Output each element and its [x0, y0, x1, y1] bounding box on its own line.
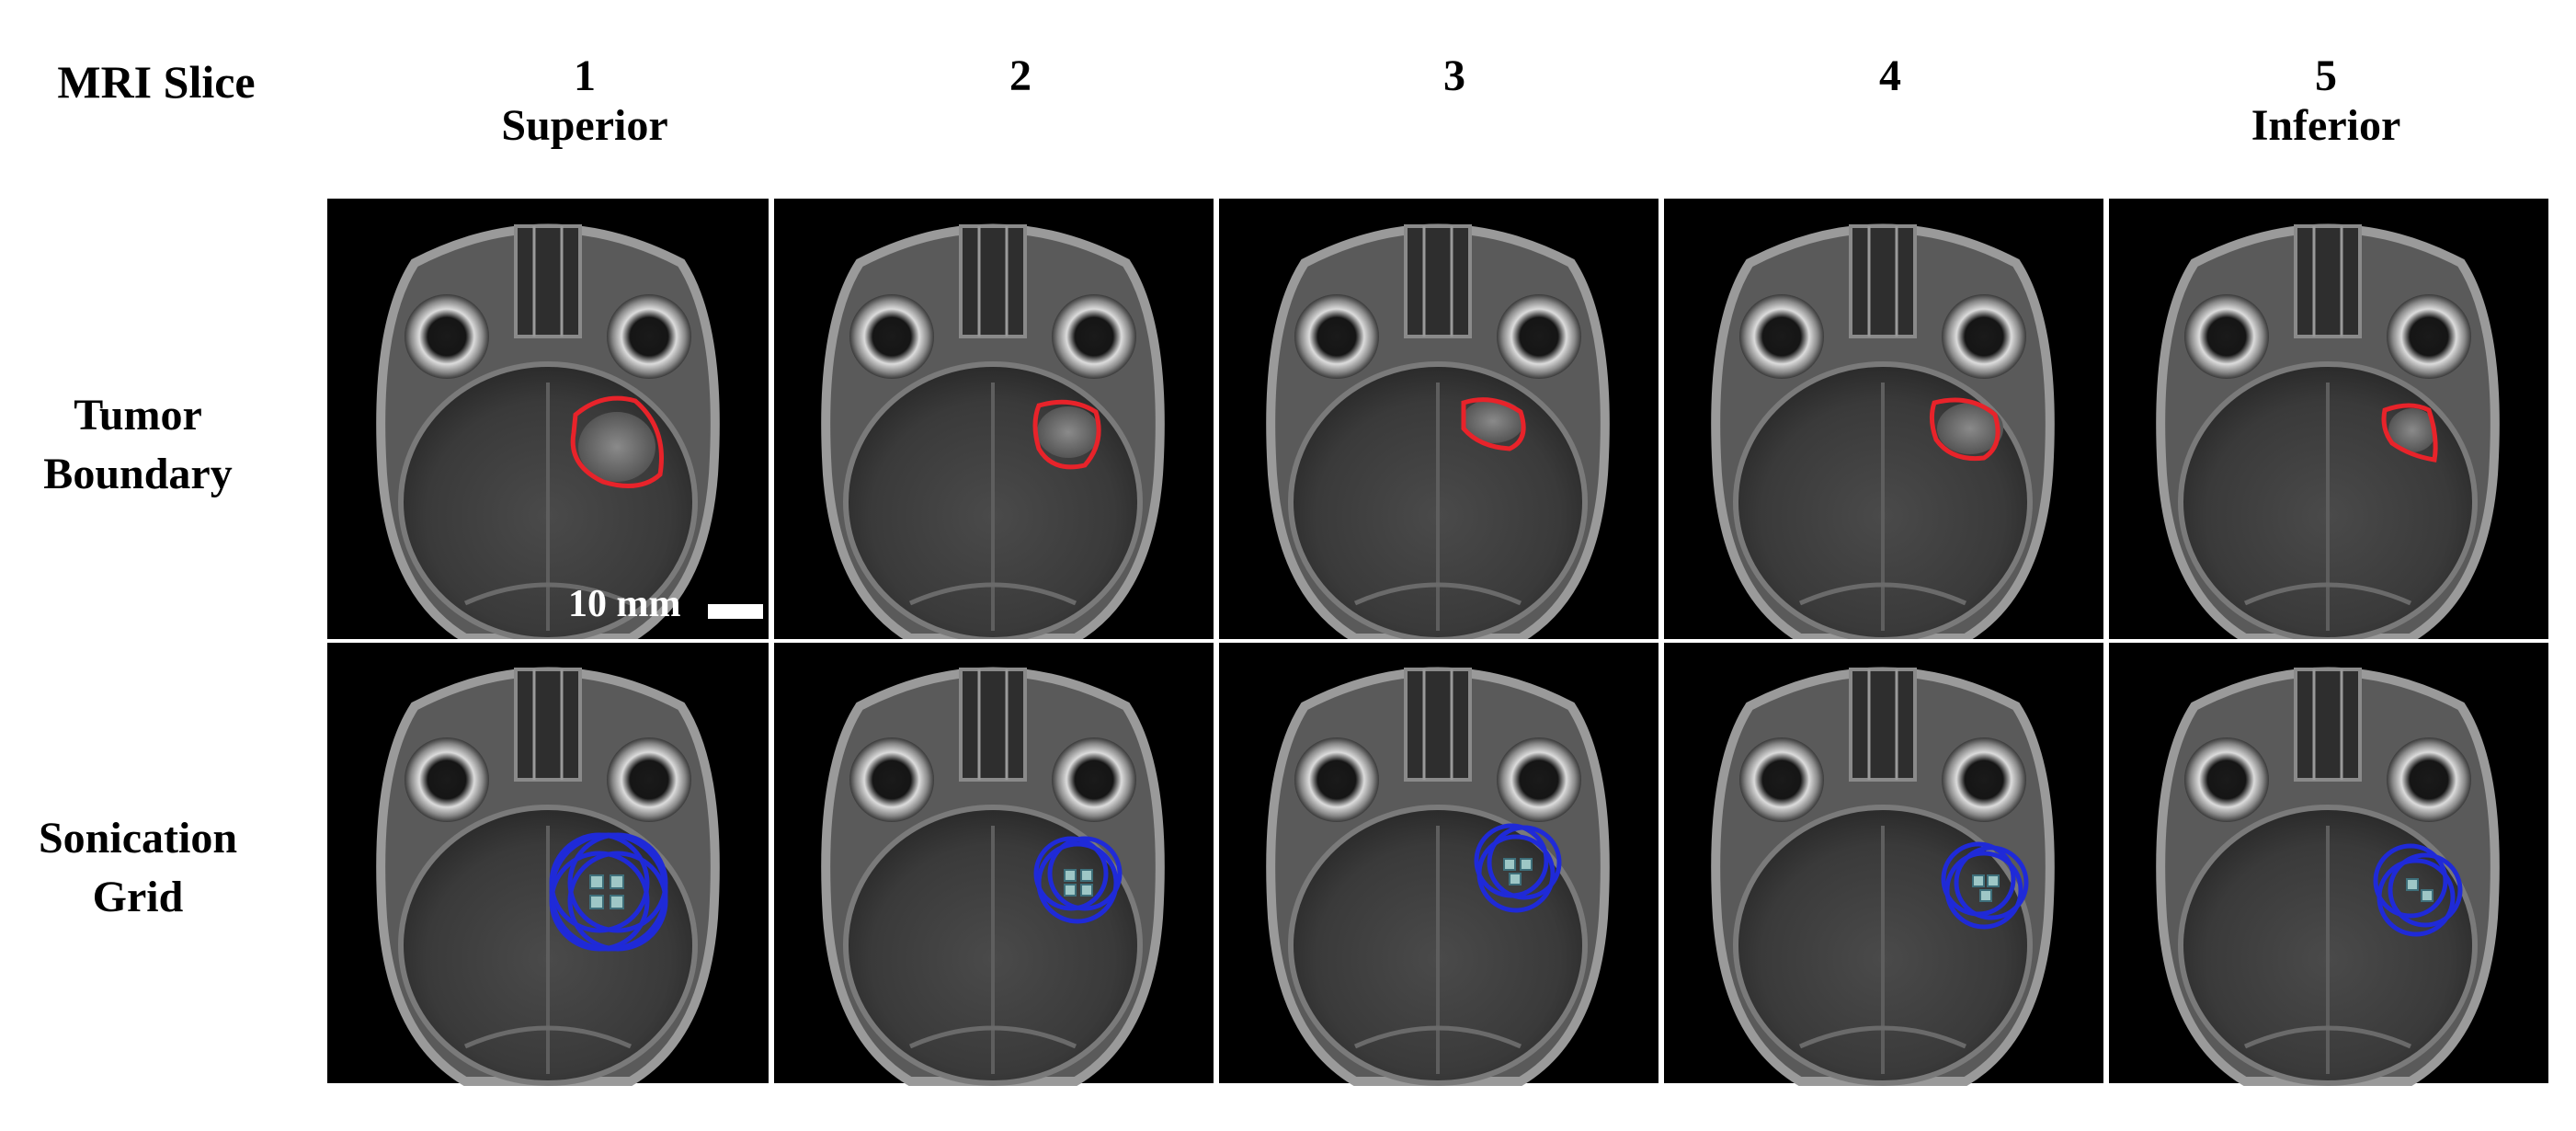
row-label-sonication-grid: Sonication Grid	[0, 809, 303, 927]
column-number: 5	[2315, 51, 2337, 100]
row-label-line2: Grid	[92, 873, 184, 921]
sonication-points	[1503, 858, 1533, 885]
tumor-boundary-row	[327, 199, 2548, 640]
tumor-boundary-outline	[1929, 397, 2000, 462]
sonication-panel-1	[327, 642, 769, 1083]
tumor-boundary-outline	[1461, 397, 1526, 451]
sonication-grid-row	[327, 642, 2548, 1083]
panel-separators	[327, 199, 2548, 1083]
sonication-panel-3	[1217, 642, 1658, 1083]
sonication-points	[2406, 878, 2434, 902]
column-number: 1	[574, 51, 596, 100]
column-label-4: 4	[1752, 51, 2028, 151]
tumor-boundary-outline	[2381, 403, 2438, 463]
tumor-panel-3	[1217, 199, 1658, 640]
row-label-line2: Boundary	[43, 450, 233, 498]
sonication-circles	[1941, 841, 2029, 930]
sonication-panel-4	[1662, 642, 2103, 1083]
sonication-points	[589, 874, 624, 909]
sonication-points	[1064, 869, 1093, 897]
column-number: 4	[1879, 51, 1901, 100]
tumor-panel-5	[2107, 199, 2548, 640]
tumor-boundary-outline	[1032, 399, 1101, 470]
sonication-points	[1972, 874, 2000, 902]
scale-bar-label: 10 mm	[568, 583, 681, 625]
column-number: 3	[1443, 51, 1465, 100]
sonication-panel-2	[772, 642, 1214, 1083]
column-number: 2	[1009, 51, 1032, 100]
sonication-panel-5	[2107, 642, 2548, 1083]
tumor-panel-1	[327, 199, 769, 640]
row-label-line1: Sonication	[38, 814, 238, 863]
tumor-panel-4	[1662, 199, 2103, 640]
mri-slice-header: MRI Slice	[57, 56, 256, 108]
sonication-circles	[1474, 823, 1562, 913]
column-label-3: 3	[1316, 51, 1592, 151]
sonication-circles	[1033, 836, 1123, 924]
column-label-1: 1 Superior	[447, 51, 723, 151]
tumor-boundary-outline	[570, 395, 664, 488]
column-position: Superior	[501, 101, 668, 150]
scale-bar	[708, 604, 763, 619]
row-label-tumor-boundary: Tumor Boundary	[0, 386, 303, 504]
column-label-5: 5 Inferior	[2188, 51, 2464, 151]
sonication-circles	[549, 832, 668, 952]
column-label-2: 2	[883, 51, 1158, 151]
row-label-line1: Tumor	[74, 391, 202, 440]
column-position: Inferior	[2251, 101, 2401, 150]
sonication-circles	[2373, 843, 2463, 937]
tumor-panel-2	[772, 199, 1214, 640]
